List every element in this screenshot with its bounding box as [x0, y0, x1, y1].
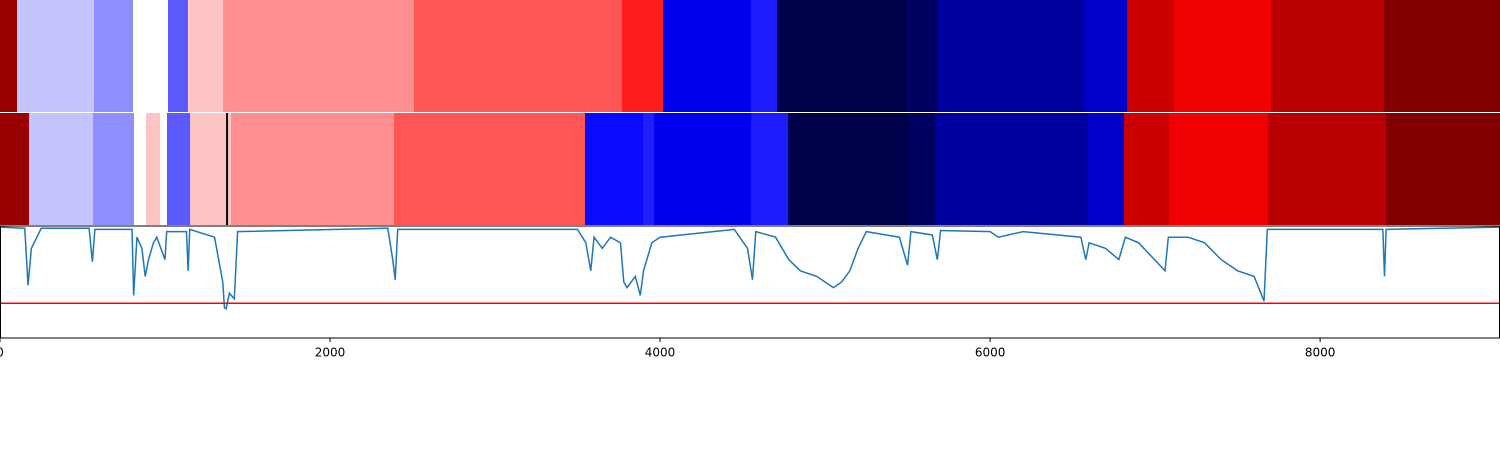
- strip-segment: [29, 113, 94, 225]
- strip-segment: [1127, 0, 1175, 112]
- strip-segment: [223, 0, 415, 112]
- strip-segment: [788, 113, 909, 225]
- strip-segment: [231, 113, 395, 225]
- strip-segment: [777, 0, 907, 112]
- strip-segment: [1268, 113, 1387, 225]
- strip-segment: [1124, 113, 1170, 225]
- strip-segment: [133, 0, 169, 112]
- strip-segment: [228, 113, 232, 225]
- strip-segment: [0, 0, 18, 112]
- strip-segment: [584, 113, 644, 225]
- strip-segment: [1384, 0, 1500, 112]
- line: [0, 226, 1500, 311]
- strip-segment: [16, 0, 95, 112]
- strip-segment: [643, 113, 655, 225]
- strip-segment: [414, 0, 623, 112]
- strip-segment: [1271, 0, 1385, 112]
- x-tick-label: 2000: [315, 346, 346, 360]
- strip-segment: [1084, 0, 1128, 112]
- strip-segment: [190, 113, 227, 225]
- plot-frame: [0, 225, 1500, 339]
- strip-segment: [94, 0, 134, 112]
- strip-segment: [0, 113, 30, 225]
- strip-segment: [167, 0, 189, 112]
- strip-segment: [751, 0, 778, 112]
- strip-segment: [906, 0, 938, 112]
- strip-segment: [394, 113, 586, 225]
- strip-segment: [187, 0, 224, 112]
- strip-segment: [654, 113, 752, 225]
- x-tick-label: 0: [0, 346, 4, 360]
- strip-segment: [93, 113, 135, 225]
- strip-segment: [226, 113, 229, 225]
- strip-segment: [908, 113, 936, 225]
- strip-segment: [166, 113, 191, 225]
- strip-segment: [751, 113, 789, 225]
- strip-segment: [622, 0, 664, 112]
- x-tick-label: 6000: [975, 346, 1006, 360]
- strip-segment: [937, 0, 1085, 112]
- strip-segment: [1174, 0, 1272, 112]
- strip-segment: [133, 113, 147, 225]
- strip-segment: [1087, 113, 1125, 225]
- strip-segment: [935, 113, 1088, 225]
- x-tick-label: 8000: [1305, 346, 1336, 360]
- strip-segment: [1386, 113, 1500, 225]
- strip-segment: [160, 113, 168, 225]
- strip-segment: [663, 0, 752, 112]
- x-tick-label: 4000: [645, 346, 676, 360]
- strip-segment: [146, 113, 161, 225]
- strip-segment: [1169, 113, 1269, 225]
